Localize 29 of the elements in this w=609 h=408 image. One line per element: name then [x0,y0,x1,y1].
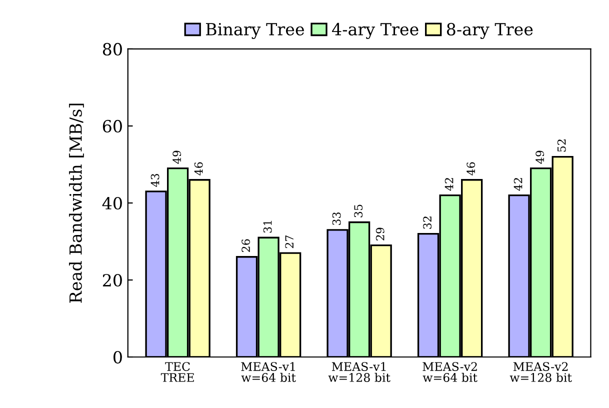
data-label: 35 [354,204,363,218]
data-label: 42 [514,178,522,191]
y-tick-label: 20 [102,274,122,287]
data-label: 49 [172,150,182,164]
data-label: 32 [423,216,432,229]
x-tick-label: MEAS-v1 w=128 bit [328,362,390,382]
data-label: 29 [376,228,384,240]
legend-label: Binary Tree [206,22,304,39]
data-label: 52 [557,140,566,152]
data-label: 46 [194,162,203,176]
data-label: 43 [150,174,160,187]
x-tick-label: MEAS-v1 w=64 bit [241,362,296,382]
data-label: 31 [263,220,272,233]
data-label: 26 [242,239,250,252]
y-tick-label: 0 [114,350,122,364]
data-label: 46 [466,162,476,176]
y-tick-label: 60 [102,120,122,133]
legend-label: 8-ary Tree [446,22,533,39]
data-label: 33 [332,212,341,225]
y-axis-title: Read Bandwidth [MB/s] [69,104,84,303]
data-label: 49 [536,150,544,164]
y-tick-label: 80 [102,42,122,56]
data-label: 27 [285,236,294,248]
x-tick-label: TEC TREE [160,362,194,382]
y-tick-label: 40 [102,196,122,210]
data-label: 42 [444,178,454,191]
legend-label: 4-ary Tree [332,22,418,39]
x-tick-label: MEAS-v2 w=64 bit [422,362,478,382]
x-tick-label: MEAS-v2 w=128 bit [510,362,572,382]
